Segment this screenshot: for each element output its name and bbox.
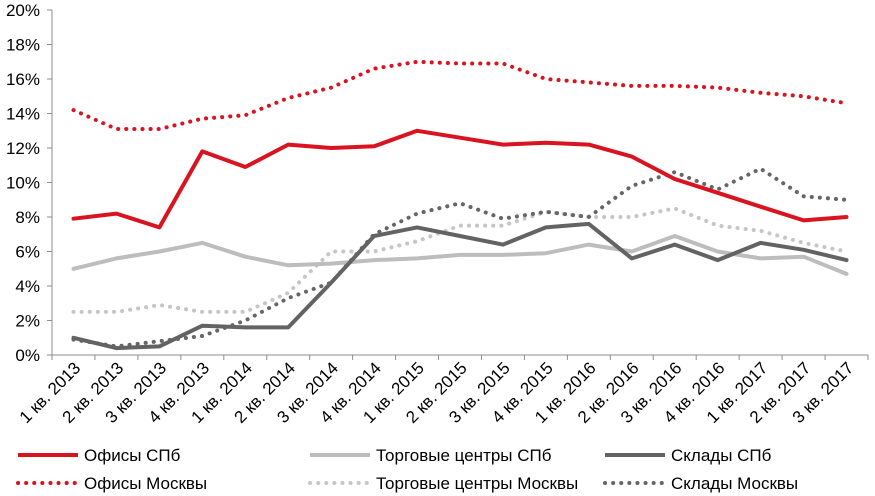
y-tick-label: 6% <box>15 243 40 262</box>
series-line-5 <box>71 166 849 349</box>
chart-axes <box>47 9 869 360</box>
y-tick-label: 12% <box>6 139 40 158</box>
series-line-2 <box>71 221 849 351</box>
legend: Офисы СПб Торговые центры СПб Склады СПб Оф… <box>16 446 798 493</box>
legend-label-1: Торговые центры СПб <box>376 446 552 465</box>
y-tick-labels: 0% 2% 4% 6% 8% 10% 12% 14% 16% 18% 20% <box>6 1 40 365</box>
legend-label-0: Офисы СПб <box>84 446 181 465</box>
series-layer <box>71 59 849 351</box>
y-tick-label: 20% <box>6 1 40 20</box>
y-tick-label: 10% <box>6 174 40 193</box>
series-line-0 <box>71 128 849 230</box>
legend-label-2: Склады СПб <box>671 446 772 465</box>
y-tick-label: 0% <box>15 346 40 365</box>
y-tick-label: 18% <box>6 36 40 55</box>
series-line-3 <box>71 59 849 131</box>
y-tick-label: 4% <box>15 277 40 296</box>
y-tick-label: 16% <box>6 70 40 89</box>
legend-label-4: Торговые центры Москвы <box>376 474 578 493</box>
y-tick-label: 14% <box>6 105 40 124</box>
series-line-1 <box>71 234 849 276</box>
legend-label-5: Склады Москвы <box>671 474 798 493</box>
y-tick-label: 2% <box>15 312 40 331</box>
series-line-4 <box>71 206 849 314</box>
y-tick-label: 8% <box>15 208 40 227</box>
legend-label-3: Офисы Москвы <box>84 474 207 493</box>
